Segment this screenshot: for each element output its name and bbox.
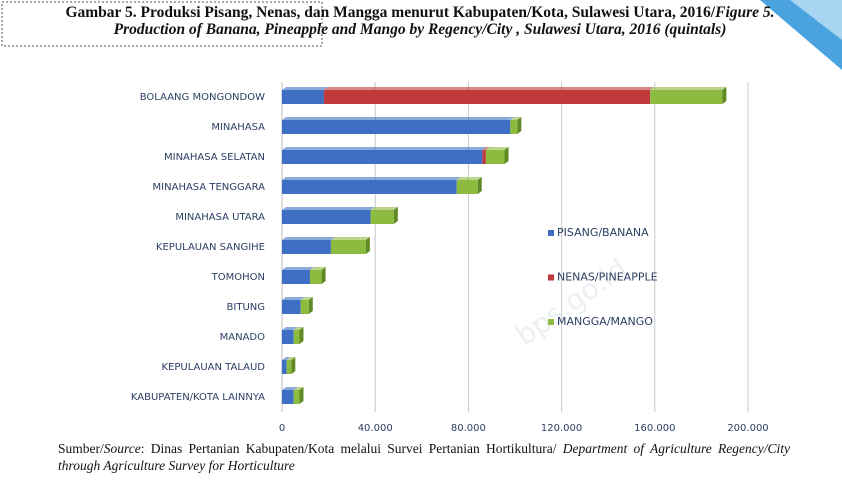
bar — [282, 330, 294, 344]
legend-swatch — [548, 230, 554, 236]
bar-side — [477, 177, 482, 194]
x-tick-label: 80.000 — [451, 423, 486, 434]
bar-side — [321, 267, 326, 284]
bar-top — [456, 177, 482, 180]
legend-label: PISANG/BANANA — [557, 226, 649, 239]
frame — [1, 1, 323, 47]
x-tick-label: 160.000 — [634, 423, 675, 434]
bar-side — [299, 327, 304, 344]
bar — [282, 390, 294, 404]
bar — [330, 240, 366, 254]
bar-top — [293, 387, 304, 390]
legend-swatch — [548, 319, 554, 325]
bar-side — [291, 357, 296, 374]
bar-top — [282, 207, 375, 210]
bar — [282, 300, 301, 314]
title-id: Gambar 5. Produksi Pisang, Nenas, dan Ma… — [65, 4, 716, 21]
bar-top — [650, 87, 727, 90]
watermark: bps.go.id — [510, 252, 634, 352]
bar-top — [300, 297, 313, 300]
bar-top — [282, 357, 291, 360]
legend-label: MANGGA/MANGO — [557, 315, 653, 328]
bar — [293, 390, 300, 404]
y-tick-label: MINAHASA SELATAN — [164, 152, 265, 163]
y-tick-label: MINAHASA — [211, 122, 265, 133]
bar — [293, 330, 300, 344]
bar-top — [510, 117, 522, 120]
y-tick-label: BITUNG — [227, 302, 265, 313]
bar-top — [282, 147, 487, 150]
y-tick-label: MANADO — [220, 332, 265, 343]
bar — [370, 210, 394, 224]
bar-side — [722, 87, 727, 104]
x-tick-label: 40.000 — [358, 423, 393, 434]
bar — [482, 150, 486, 164]
bar-top — [330, 237, 370, 240]
bar — [282, 150, 483, 164]
title-en: Figure 5. Production of Banana, Pineappl… — [113, 4, 775, 38]
decor — [790, 0, 842, 40]
bar-side — [517, 117, 522, 134]
bar-top — [482, 147, 490, 150]
bar-top — [282, 177, 461, 180]
bar — [510, 120, 518, 134]
bar-top — [282, 117, 515, 120]
bar-side — [308, 297, 313, 314]
bar-side — [504, 147, 509, 164]
bar — [309, 270, 322, 284]
bar-top — [282, 267, 314, 270]
bar-top — [282, 87, 328, 90]
bar-top — [286, 357, 296, 360]
legend-label: NENAS/PINEAPPLE — [557, 271, 658, 284]
legend-swatch — [548, 274, 554, 281]
bar — [282, 120, 511, 134]
source-label-en: Source — [103, 441, 141, 456]
y-tick-label: MINAHASA UTARA — [175, 212, 265, 223]
y-tick-label: TOMOHON — [211, 272, 265, 283]
y-tick-label: BOLAANG MONGONDOW — [140, 92, 265, 103]
bar-top — [282, 387, 298, 390]
bar — [282, 180, 457, 194]
source-id: : Dinas Pertanian Kabupaten/Kota melalui… — [140, 441, 557, 456]
bar-top — [282, 237, 335, 240]
bar-top — [323, 87, 655, 90]
bar-top — [282, 297, 305, 300]
bar — [323, 90, 651, 104]
bar — [282, 360, 287, 374]
x-tick-label: 0 — [279, 423, 285, 434]
bar — [650, 90, 723, 104]
bar — [282, 270, 310, 284]
bar — [456, 180, 478, 194]
bar-top — [309, 267, 326, 270]
bar — [282, 90, 324, 104]
x-tick-label: 120.000 — [541, 423, 582, 434]
y-tick-label: KEPULAUAN SANGIHE — [156, 242, 265, 253]
bar — [300, 300, 309, 314]
source: Sumber/Source: Dinas Pertanian Kabupaten… — [58, 440, 790, 474]
x-tick-label: 200.000 — [727, 423, 768, 434]
bar-top — [282, 327, 298, 330]
source-label: Sumber/ — [58, 441, 104, 456]
bar-top — [370, 207, 398, 210]
source-en: Department of Agriculture Regency/City t… — [58, 441, 790, 473]
bar-side — [393, 207, 398, 224]
bar-top — [293, 327, 304, 330]
bar — [282, 210, 371, 224]
bar-top — [485, 147, 509, 150]
bar — [485, 150, 505, 164]
y-tick-label: MINAHASA TENGGARA — [153, 182, 266, 193]
y-tick-label: KEPULAUAN TALAUD — [161, 362, 265, 373]
y-tick-label: KABUPATEN/KOTA LAINNYA — [131, 392, 265, 403]
bar — [286, 360, 292, 374]
bar-side — [299, 387, 304, 404]
bar — [282, 240, 331, 254]
bar-side — [365, 237, 370, 254]
title: Gambar 5. Produksi Pisang, Nenas, dan Ma… — [60, 4, 780, 38]
